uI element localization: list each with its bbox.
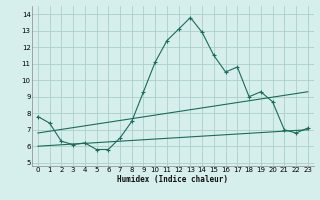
X-axis label: Humidex (Indice chaleur): Humidex (Indice chaleur) xyxy=(117,175,228,184)
